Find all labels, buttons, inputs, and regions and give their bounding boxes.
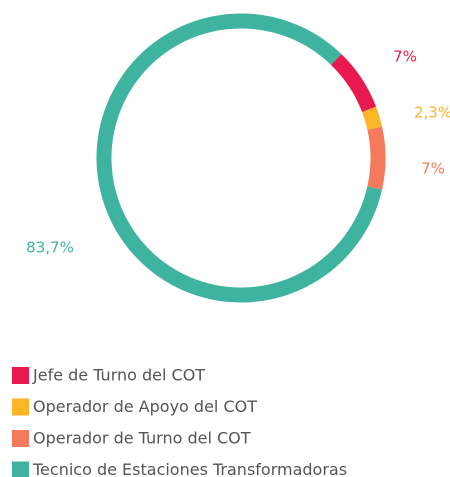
data-label: 7% [393,48,417,66]
donut-segment [330,54,377,113]
data-label: 2,3% [414,104,450,122]
donut-segment [362,106,383,131]
legend-label: Operador de Turno del COT [33,429,251,448]
legend-swatch [12,367,29,384]
legend-swatch [12,430,29,447]
legend-label: Tecnico de Estaciones Transformadoras [32,460,347,477]
legend-swatch [12,461,29,477]
donut-segment [96,13,382,303]
data-label: 7% [421,160,445,178]
legend-swatch [12,398,29,416]
data-label: 83,7% [26,239,74,257]
legend-label: Jefe de Turno del COT [32,366,205,385]
donut-segment [367,126,386,190]
legend-label: Operador de Apoyo del COT [33,397,257,416]
